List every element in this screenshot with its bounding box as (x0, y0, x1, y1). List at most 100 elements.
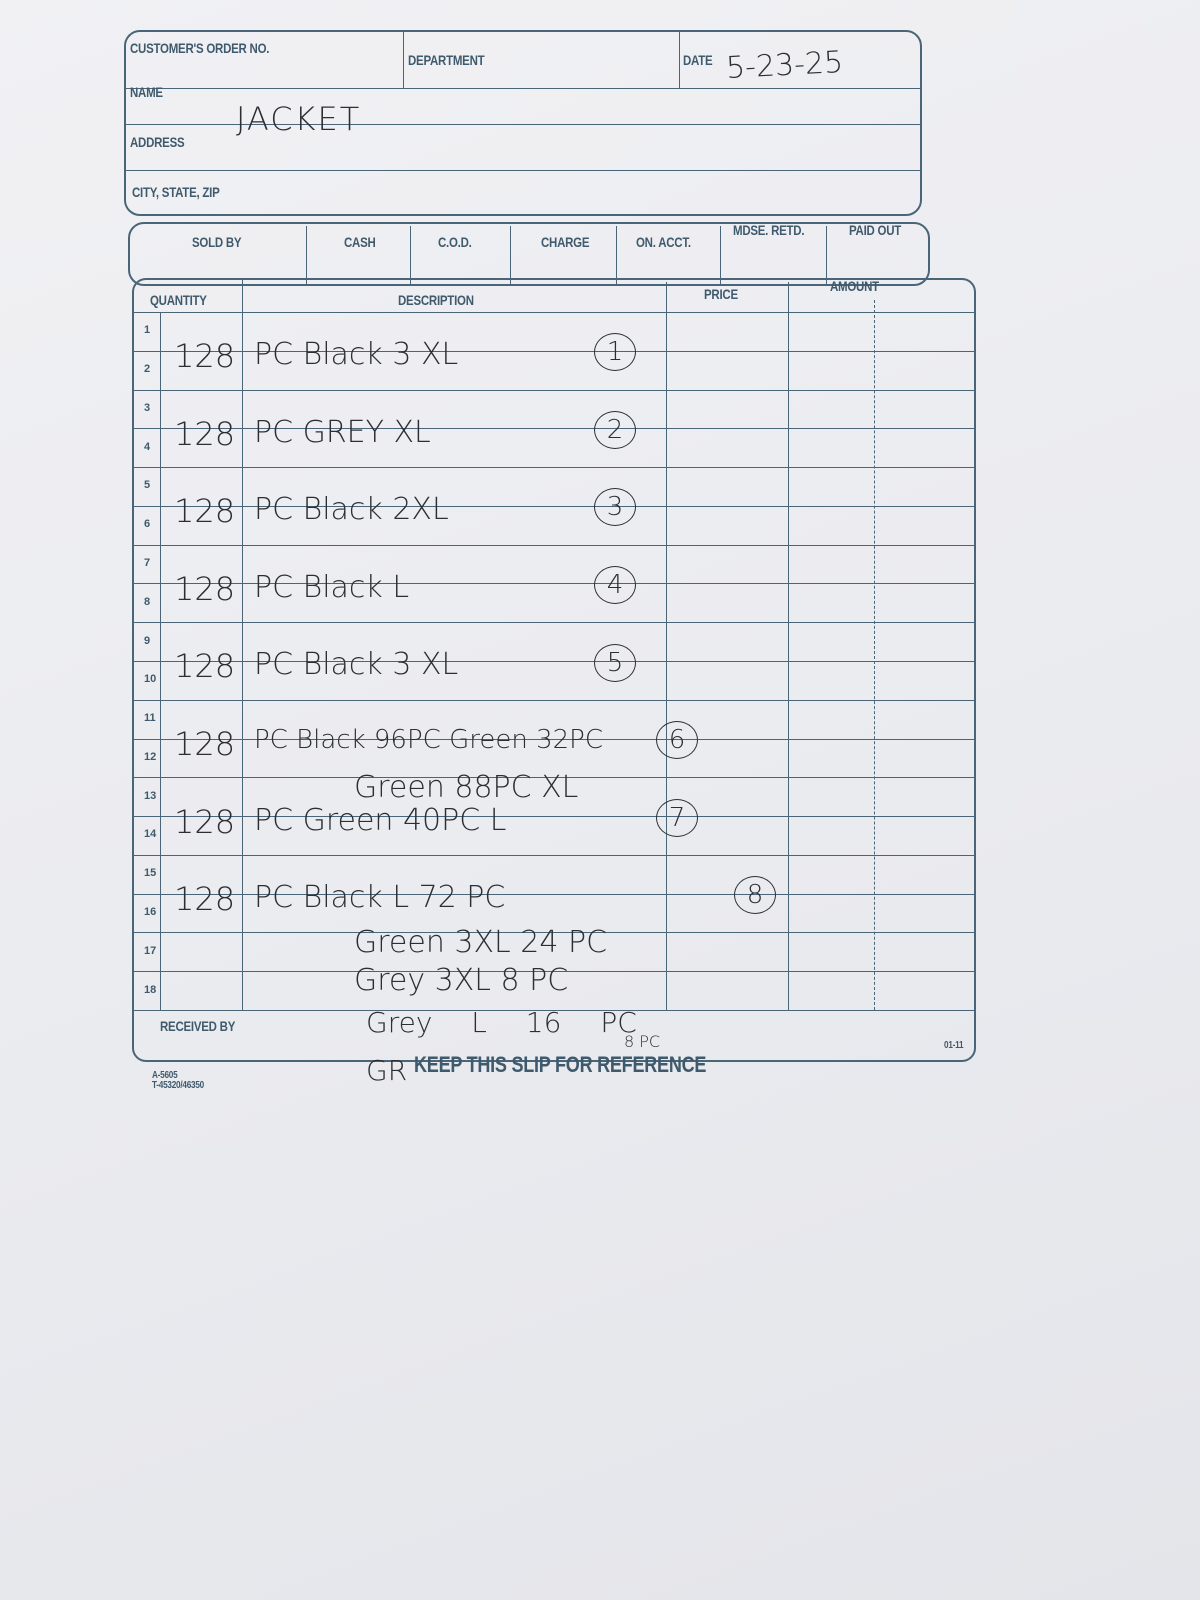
item-number-circle: 4 (594, 566, 636, 604)
items-table (132, 278, 976, 1062)
overflow-note: 8 PC (624, 1032, 661, 1051)
description-value: PC Black 2XL (254, 492, 449, 528)
line-number: 10 (144, 673, 157, 686)
description-value: PC Black L 72 PC (254, 880, 506, 916)
table-row: 16 128 PC Black L 72 PC 8 (134, 876, 974, 934)
divider (126, 124, 920, 125)
divider (826, 226, 827, 284)
line-number: 13 (144, 789, 157, 802)
city-state-zip-label: CITY, STATE, ZIP (132, 184, 220, 200)
quantity-value: 128 (174, 647, 236, 686)
table-row: 1 (134, 312, 974, 352)
table-row: 3 (134, 390, 974, 430)
item-number-circle: 2 (594, 410, 636, 449)
address-label: ADDRESS (130, 134, 185, 150)
table-row: 10 128 PC Black 3 XL 5 (134, 643, 974, 701)
description-header: DESCRIPTION (398, 292, 474, 308)
amount-header: AMOUNT (830, 278, 879, 294)
form-code: T-45320/46350 (152, 1080, 204, 1091)
payment-column-paid-out: PAID OUT (849, 222, 902, 238)
line-number: 16 (144, 906, 157, 919)
footer-text: KEEP THIS SLIP FOR REFERENCE (414, 1052, 707, 1077)
revision-code: 01-11 (944, 1040, 964, 1051)
description-value: Green 88PC XL (354, 769, 579, 805)
item-number-circle: 1 (594, 333, 636, 372)
description-value: PC Black 3 XL (254, 647, 459, 683)
payment-column-mdse-retd: MDSE. RETD. (733, 222, 805, 238)
quantity-value: 128 (174, 337, 236, 376)
divider (126, 88, 920, 89)
table-row: 13 Green 88PC XL (134, 770, 974, 818)
line-number: 18 (144, 983, 157, 996)
divider (510, 226, 511, 284)
name-value: JACKET (236, 100, 362, 138)
line-number: 15 (144, 867, 157, 880)
item-number-circle: 8 (734, 876, 776, 915)
quantity-value: 128 (174, 414, 236, 453)
table-row: 12 128 PC Black 96PC Green 32PC 6 (134, 721, 974, 779)
customer-order-label: CUSTOMER'S ORDER NO. (130, 40, 270, 56)
description-value: PC Green 40PC L (254, 802, 507, 838)
form-code: A-5605 (152, 1070, 178, 1081)
date-value: 5-23-25 (725, 44, 844, 87)
description-value: PC Black L (254, 569, 410, 605)
received-by-label: RECEIVED BY (160, 1018, 236, 1034)
divider (788, 282, 789, 1010)
overflow-note: GR (366, 1054, 408, 1087)
line-number: 9 (144, 634, 151, 647)
payment-column-sold-by: SOLD BY (191, 234, 242, 250)
line-number: 14 (144, 828, 157, 841)
divider (134, 1010, 974, 1011)
line-number: 17 (144, 944, 157, 957)
department-label: DEPARTMENT (408, 52, 485, 68)
item-rows: 1 2 128 PC Black 3 XL 1 3 4 128 PC GREY XL 2 5 6 128… (134, 312, 974, 1010)
description-value: PC Black 3 XL (254, 337, 459, 373)
payment-column-c-o-d: C.O.D. (438, 234, 472, 250)
divider (616, 226, 617, 284)
table-row: 17 Green 3XL 24 PC (134, 925, 974, 973)
description-value: Grey 3XL 8 PC (354, 963, 569, 999)
quantity-value: 128 (174, 569, 236, 608)
divider (306, 226, 307, 284)
item-number-circle: 7 (656, 798, 698, 837)
overflow-note: Grey L 16 PC (366, 1006, 637, 1039)
line-number: 2 (144, 363, 151, 376)
divider (874, 300, 875, 1010)
table-row: 15 (134, 855, 974, 895)
line-number: 12 (144, 750, 157, 763)
divider (666, 282, 667, 1010)
item-number-circle: 5 (594, 643, 636, 682)
name-label: NAME (130, 84, 163, 100)
divider (679, 32, 680, 88)
divider (403, 32, 404, 88)
table-row: 4 128 PC GREY XL 2 (134, 410, 974, 469)
description-value: PC Black 96PC Green 32PC (254, 724, 603, 755)
table-row: 14 128 PC Green 40PC L 7 (134, 798, 974, 856)
line-number: 4 (144, 440, 151, 453)
payment-column-charge: CHARGE (541, 234, 590, 250)
quantity-value: 128 (174, 724, 236, 763)
price-header: PRICE (704, 286, 738, 302)
quantity-header: QUANTITY (150, 292, 207, 308)
table-row: 2 128 PC Black 3 XL 1 (134, 333, 974, 391)
divider (126, 170, 920, 171)
quantity-value: 128 (174, 802, 236, 841)
line-number: 11 (144, 712, 156, 725)
line-number: 6 (144, 518, 151, 531)
item-number-circle: 3 (594, 488, 636, 527)
description-value: Green 3XL 24 PC (354, 924, 608, 960)
divider (242, 280, 243, 1010)
table-row: 9 (134, 622, 974, 662)
payment-column-on-acct: ON. ACCT. (635, 234, 691, 250)
item-number-circle: 6 (656, 721, 698, 760)
table-row: 11 (134, 700, 974, 740)
table-row: 8 128 PC Black L 4 (134, 566, 974, 624)
payment-type-box (128, 222, 930, 286)
line-number: 7 (144, 557, 151, 570)
quantity-value: 128 (174, 880, 236, 919)
divider (410, 226, 411, 284)
divider (720, 226, 721, 284)
line-number: 8 (144, 595, 151, 608)
description-value: PC GREY XL (254, 414, 431, 450)
payment-column-cash: CASH (343, 234, 376, 250)
